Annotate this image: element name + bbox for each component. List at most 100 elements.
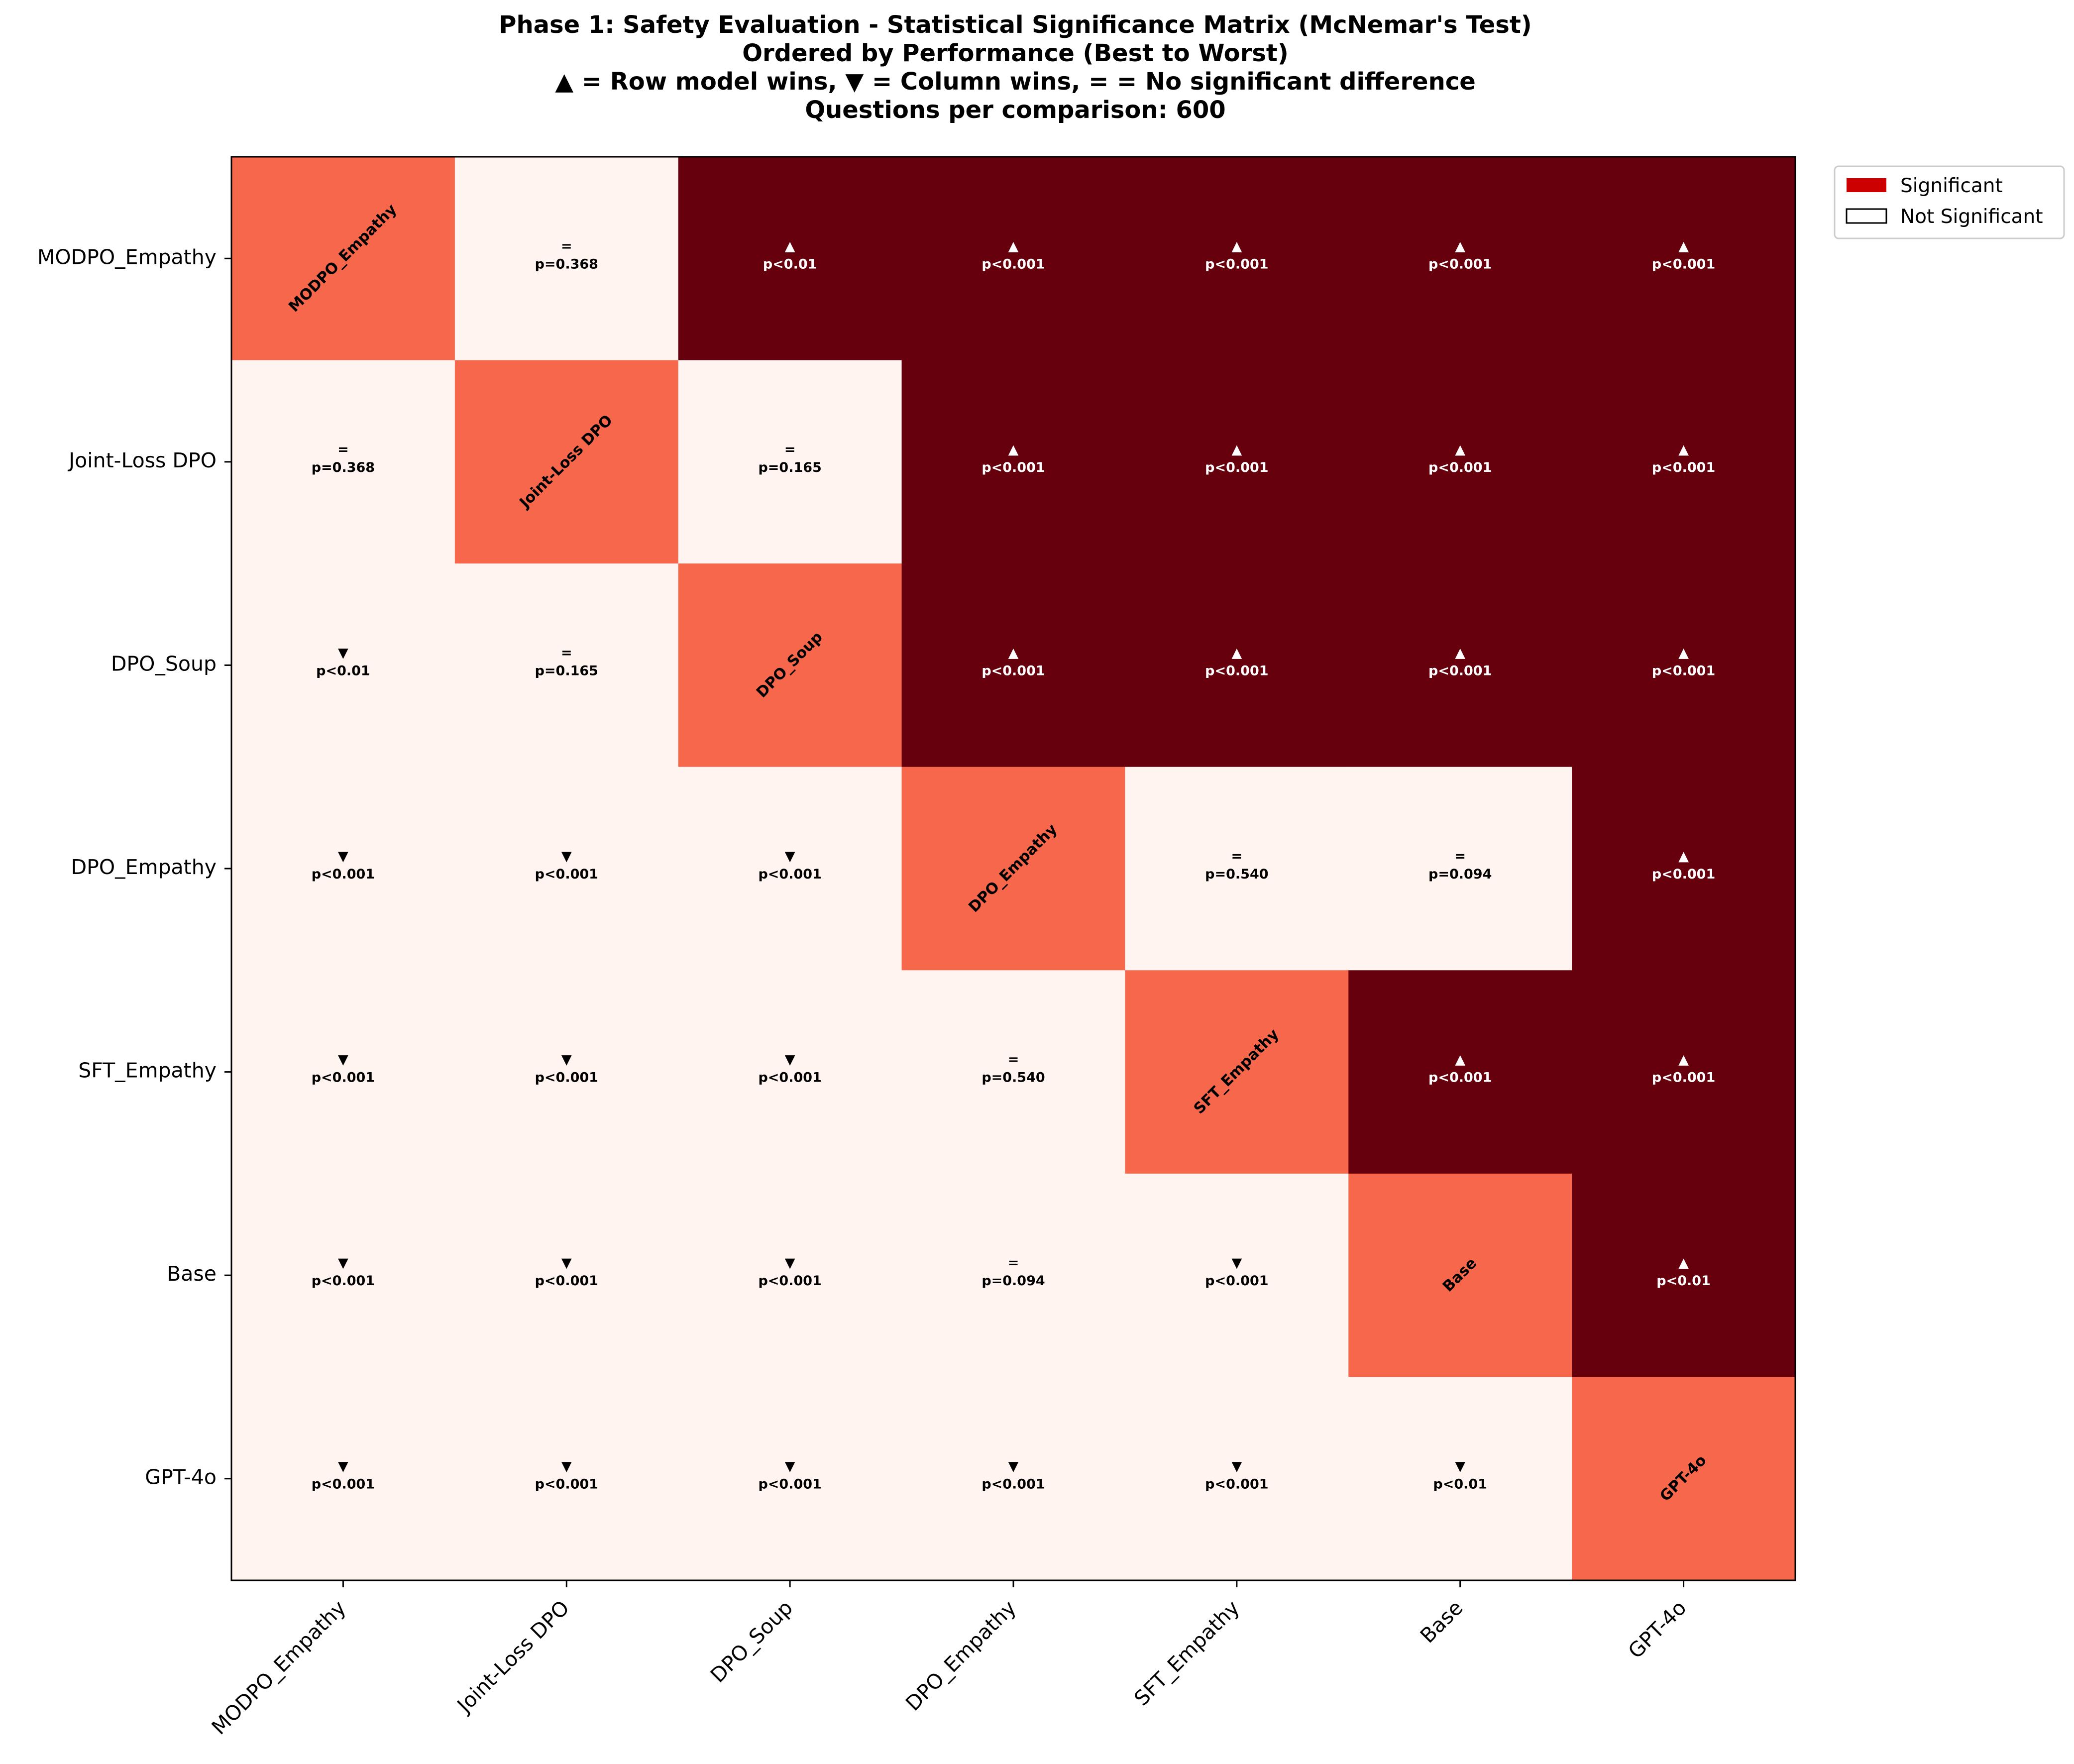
cell-symbol-modpo-empathy-vs-dpo-soup: ▲ bbox=[785, 238, 795, 254]
cell-gpt-4o-vs-dpo-empathy bbox=[901, 1377, 1126, 1581]
cell-symbol-sft-empathy-vs-joint-loss-dpo: ▼ bbox=[561, 1052, 572, 1068]
cell-pvalue-base-vs-sft-empathy: p<0.001 bbox=[1205, 1273, 1268, 1289]
y-tick-label-gpt-4o: GPT-4o bbox=[145, 1465, 217, 1489]
cell-pvalue-base-vs-modpo-empathy: p<0.001 bbox=[312, 1273, 375, 1289]
legend-swatch-significant bbox=[1847, 178, 1886, 192]
x-tick-label-modpo-empathy: MODPO_Empathy bbox=[207, 1596, 351, 1740]
cell-symbol-sft-empathy-vs-dpo-soup: ▼ bbox=[785, 1052, 795, 1068]
cell-symbol-base-vs-sft-empathy: ▼ bbox=[1231, 1255, 1242, 1271]
cell-pvalue-dpo-empathy-vs-gpt-4o: p<0.001 bbox=[1652, 867, 1715, 882]
cell-symbol-base-vs-dpo-empathy: = bbox=[1008, 1255, 1019, 1271]
cell-gpt-4o-vs-modpo-empathy bbox=[231, 1377, 455, 1581]
legend: Significant Not Significant bbox=[1834, 165, 2065, 239]
cell-dpo-soup-vs-joint-loss-dpo bbox=[454, 563, 679, 768]
cell-symbol-base-vs-dpo-soup: ▼ bbox=[785, 1255, 795, 1271]
cell-modpo-empathy-vs-gpt-4o bbox=[1572, 157, 1796, 361]
cell-pvalue-gpt-4o-vs-base: p<0.01 bbox=[1433, 1477, 1487, 1492]
cell-symbol-dpo-soup-vs-joint-loss-dpo: = bbox=[561, 645, 572, 661]
cell-base-vs-gpt-4o bbox=[1572, 1173, 1796, 1378]
cell-dpo-soup-vs-dpo-soup bbox=[678, 563, 902, 768]
cell-symbol-dpo-soup-vs-gpt-4o: ▲ bbox=[1678, 645, 1689, 661]
cell-dpo-soup-vs-modpo-empathy bbox=[231, 563, 455, 768]
cell-sft-empathy-vs-dpo-soup bbox=[678, 970, 902, 1174]
cell-symbol-gpt-4o-vs-sft-empathy: ▼ bbox=[1231, 1459, 1242, 1474]
y-tick-label-dpo-soup: DPO_Soup bbox=[111, 652, 217, 675]
legend-label-not-significant: Not Significant bbox=[1900, 206, 2043, 228]
x-tick-label-joint-loss-dpo: Joint-Loss DPO bbox=[451, 1596, 574, 1718]
cell-sft-empathy-vs-base bbox=[1348, 970, 1572, 1174]
cell-dpo-empathy-vs-sft-empathy bbox=[1125, 767, 1349, 971]
cell-symbol-dpo-soup-vs-sft-empathy: ▲ bbox=[1231, 645, 1242, 661]
cell-symbol-joint-loss-dpo-vs-dpo-soup: = bbox=[784, 442, 796, 457]
cell-pvalue-base-vs-dpo-soup: p<0.001 bbox=[758, 1273, 821, 1289]
cell-joint-loss-dpo-vs-base bbox=[1348, 360, 1572, 564]
y-tick-label-modpo-empathy: MODPO_Empathy bbox=[37, 245, 217, 269]
cell-pvalue-joint-loss-dpo-vs-dpo-soup: p=0.165 bbox=[758, 460, 821, 475]
cell-base-vs-dpo-soup bbox=[678, 1173, 902, 1378]
cell-symbol-sft-empathy-vs-modpo-empathy: ▼ bbox=[338, 1052, 348, 1068]
cell-pvalue-joint-loss-dpo-vs-gpt-4o: p<0.001 bbox=[1652, 460, 1715, 475]
title-line-3: ▲ = Row model wins, ▼ = Column wins, = =… bbox=[555, 68, 1476, 96]
x-tick-label-gpt-4o: GPT-4o bbox=[1624, 1596, 1691, 1663]
cell-dpo-empathy-vs-joint-loss-dpo bbox=[454, 767, 679, 971]
cell-symbol-base-vs-joint-loss-dpo: ▼ bbox=[561, 1255, 572, 1271]
cell-base-vs-joint-loss-dpo bbox=[454, 1173, 679, 1378]
cell-symbol-dpo-empathy-vs-modpo-empathy: ▼ bbox=[338, 849, 348, 864]
cell-symbol-joint-loss-dpo-vs-sft-empathy: ▲ bbox=[1231, 442, 1242, 457]
cell-sft-empathy-vs-dpo-empathy bbox=[901, 970, 1126, 1174]
cell-symbol-dpo-empathy-vs-dpo-soup: ▼ bbox=[785, 849, 795, 864]
cell-dpo-soup-vs-dpo-empathy bbox=[901, 563, 1126, 768]
cell-pvalue-base-vs-joint-loss-dpo: p<0.001 bbox=[535, 1273, 598, 1289]
cell-pvalue-modpo-empathy-vs-gpt-4o: p<0.001 bbox=[1652, 256, 1715, 272]
cell-symbol-dpo-empathy-vs-gpt-4o: ▲ bbox=[1678, 849, 1689, 864]
cell-dpo-empathy-vs-modpo-empathy bbox=[231, 767, 455, 971]
cell-modpo-empathy-vs-base bbox=[1348, 157, 1572, 361]
cell-pvalue-modpo-empathy-vs-base: p<0.001 bbox=[1428, 256, 1492, 272]
cell-symbol-sft-empathy-vs-dpo-empathy: = bbox=[1008, 1052, 1019, 1068]
cell-pvalue-joint-loss-dpo-vs-modpo-empathy: p=0.368 bbox=[312, 460, 375, 475]
x-tick-label-base: Base bbox=[1416, 1596, 1468, 1648]
cell-joint-loss-dpo-vs-sft-empathy bbox=[1125, 360, 1349, 564]
cell-symbol-dpo-empathy-vs-base: = bbox=[1454, 849, 1466, 864]
legend-swatch-not-significant bbox=[1846, 208, 1887, 224]
cell-pvalue-dpo-soup-vs-base: p<0.001 bbox=[1428, 663, 1492, 678]
cell-pvalue-base-vs-gpt-4o: p<0.01 bbox=[1656, 1273, 1711, 1289]
y-tick-label-base: Base bbox=[167, 1262, 217, 1286]
cell-symbol-sft-empathy-vs-base: ▲ bbox=[1455, 1052, 1465, 1068]
cell-gpt-4o-vs-base bbox=[1348, 1377, 1572, 1581]
y-tick-label-dpo-empathy: DPO_Empathy bbox=[71, 855, 217, 879]
cell-pvalue-dpo-soup-vs-dpo-empathy: p<0.001 bbox=[982, 663, 1045, 678]
cell-symbol-base-vs-modpo-empathy: ▼ bbox=[338, 1255, 348, 1271]
cell-symbol-sft-empathy-vs-gpt-4o: ▲ bbox=[1678, 1052, 1689, 1068]
cell-pvalue-modpo-empathy-vs-dpo-soup: p<0.01 bbox=[763, 256, 817, 272]
cell-pvalue-dpo-empathy-vs-sft-empathy: p=0.540 bbox=[1205, 867, 1268, 882]
y-axis-ticks: MODPO_Empathy Joint-Loss DPO DPO_Soup DPO_E… bbox=[37, 245, 231, 1489]
cell-pvalue-gpt-4o-vs-dpo-empathy: p<0.001 bbox=[982, 1477, 1045, 1492]
cell-symbol-gpt-4o-vs-modpo-empathy: ▼ bbox=[338, 1459, 348, 1474]
cell-pvalue-dpo-empathy-vs-dpo-soup: p<0.001 bbox=[758, 867, 821, 882]
title-line-2: Ordered by Performance (Best to Worst) bbox=[742, 39, 1289, 67]
cell-sft-empathy-vs-sft-empathy bbox=[1125, 970, 1349, 1174]
cell-symbol-dpo-soup-vs-base: ▲ bbox=[1455, 645, 1465, 661]
cell-pvalue-gpt-4o-vs-dpo-soup: p<0.001 bbox=[758, 1477, 821, 1492]
cell-pvalue-gpt-4o-vs-sft-empathy: p<0.001 bbox=[1205, 1477, 1268, 1492]
cell-modpo-empathy-vs-modpo-empathy bbox=[231, 157, 455, 361]
cell-symbol-base-vs-gpt-4o: ▲ bbox=[1678, 1255, 1689, 1271]
cell-symbol-dpo-empathy-vs-sft-empathy: = bbox=[1231, 849, 1243, 864]
cell-pvalue-dpo-soup-vs-gpt-4o: p<0.001 bbox=[1652, 663, 1715, 678]
cell-sft-empathy-vs-gpt-4o bbox=[1572, 970, 1796, 1174]
cell-modpo-empathy-vs-dpo-empathy bbox=[901, 157, 1126, 361]
cell-symbol-dpo-empathy-vs-joint-loss-dpo: ▼ bbox=[561, 849, 572, 864]
cell-symbol-modpo-empathy-vs-base: ▲ bbox=[1455, 238, 1465, 254]
cell-symbol-dpo-soup-vs-dpo-empathy: ▲ bbox=[1008, 645, 1019, 661]
cell-pvalue-sft-empathy-vs-dpo-empathy: p=0.540 bbox=[982, 1070, 1045, 1086]
cell-dpo-soup-vs-base bbox=[1348, 563, 1572, 768]
cell-symbol-modpo-empathy-vs-dpo-empathy: ▲ bbox=[1008, 238, 1019, 254]
cell-symbol-modpo-empathy-vs-joint-loss-dpo: = bbox=[561, 238, 572, 254]
cell-base-vs-sft-empathy bbox=[1125, 1173, 1349, 1378]
y-tick-label-sft-empathy: SFT_Empathy bbox=[78, 1059, 217, 1083]
x-tick-label-sft-empathy: SFT_Empathy bbox=[1129, 1596, 1244, 1710]
cell-base-vs-modpo-empathy bbox=[231, 1173, 455, 1378]
cell-dpo-soup-vs-sft-empathy bbox=[1125, 563, 1349, 768]
